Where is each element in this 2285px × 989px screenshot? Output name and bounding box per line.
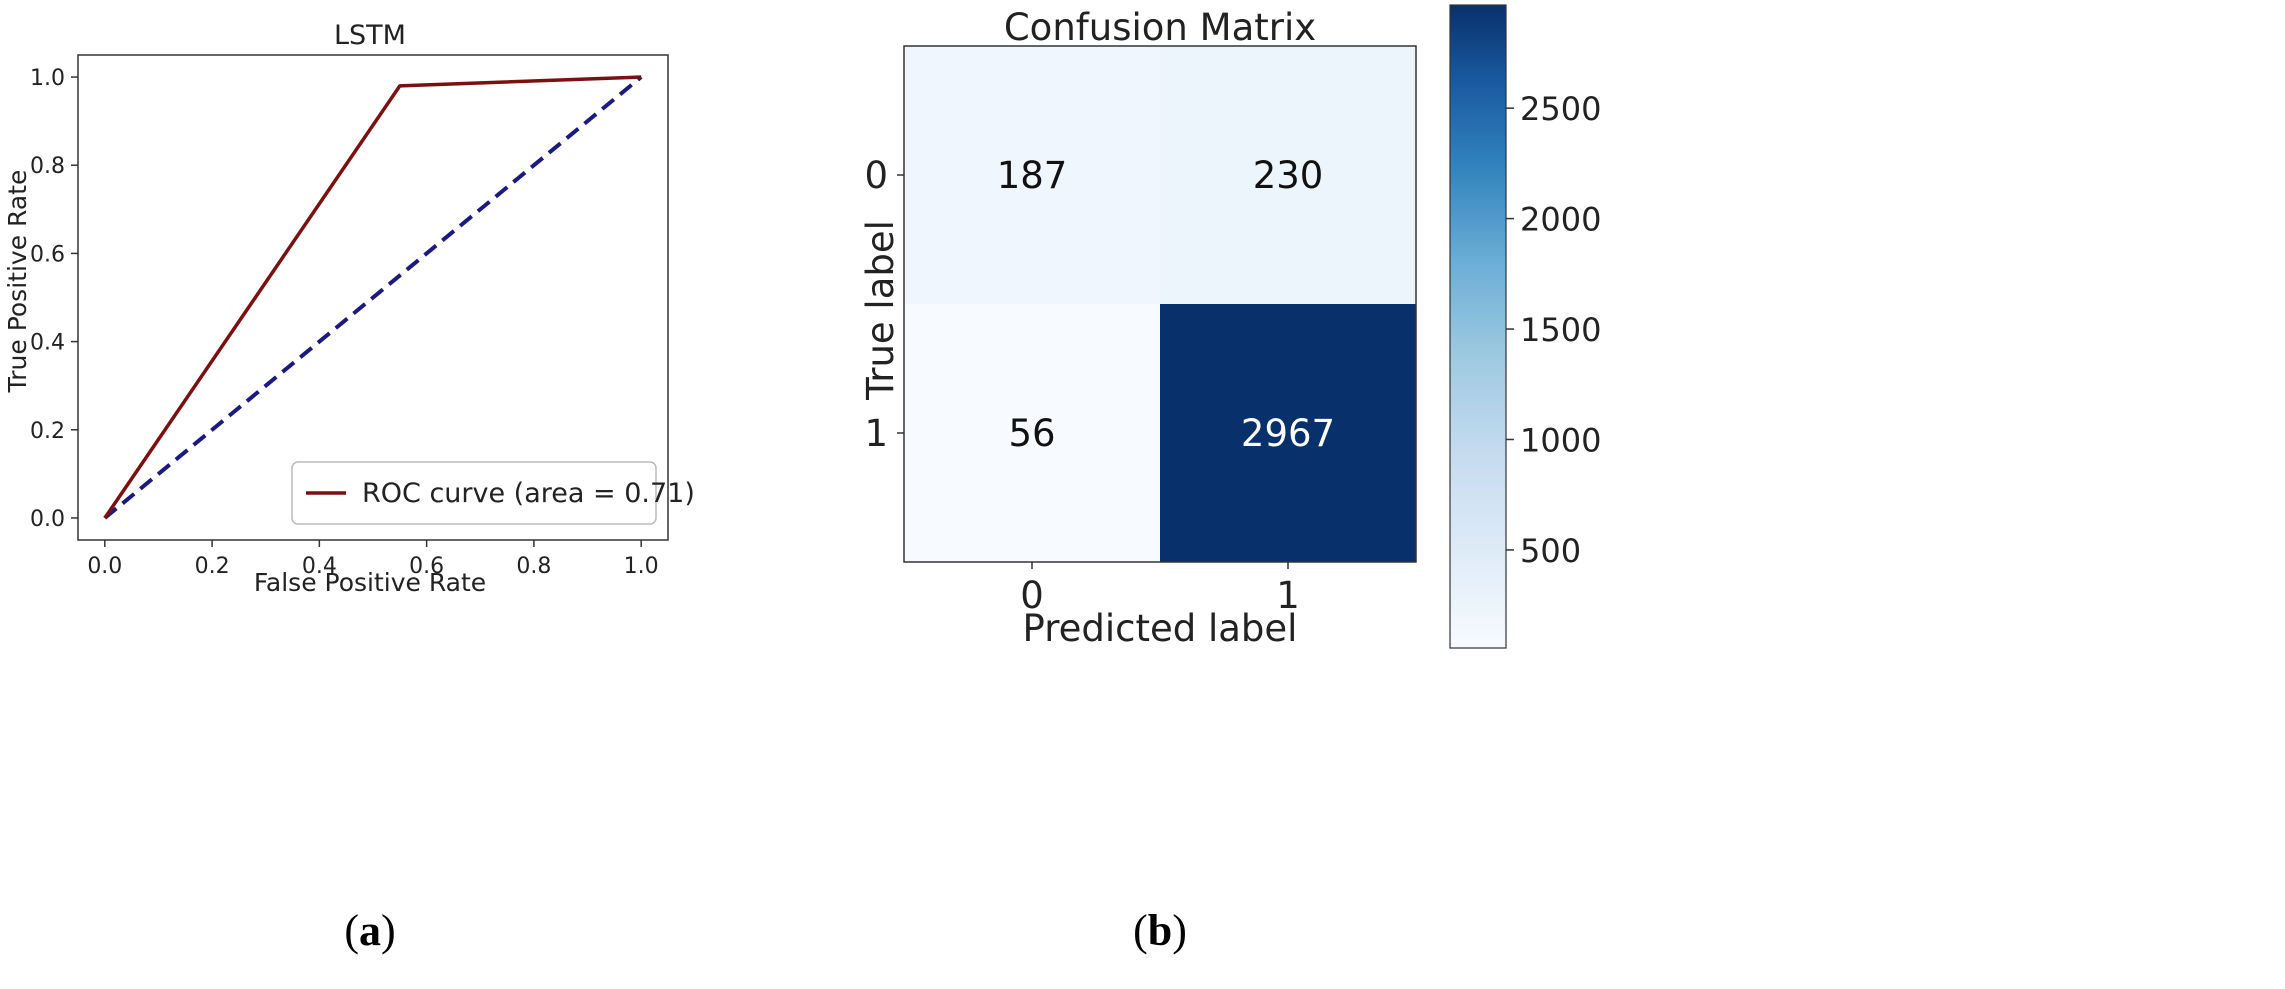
roc-x-tick-label: 0.6 — [409, 554, 444, 579]
roc-y-tick-label: 1.0 — [30, 66, 65, 91]
caption-a: (a) — [344, 906, 396, 955]
colorbar-tick-label: 2500 — [1520, 90, 1601, 128]
roc-chart: LSTM 0.0 0.2 0.4 0.6 0.8 1.0 0.0 0.2 0.4 0.6 0.8 1.… — [3, 20, 695, 597]
roc-plot-area: 0.0 0.2 0.4 0.6 0.8 1.0 0.0 0.2 0.4 0.6 0.8 1.0 ROC … — [30, 54, 695, 579]
colorbar-tick-label: 2000 — [1520, 201, 1601, 239]
roc-legend-label: ROC curve (area = 0.71) — [362, 478, 695, 509]
caption-b: (b) — [1133, 906, 1187, 955]
confusion-matrix-chart: Confusion Matrix 187 230 56 2967 0 1 0 1 Predic… — [859, 4, 1601, 650]
confusion-matrix-y-axis-label: True label — [859, 220, 902, 401]
roc-y-tick-label: 0.4 — [30, 331, 65, 356]
chance-diagonal-line — [103, 75, 643, 520]
roc-y-tick-label: 0.6 — [30, 242, 65, 267]
colorbar-bar — [1449, 4, 1507, 649]
confusion-y-tick-label: 0 — [864, 154, 888, 197]
roc-x-tick-label: 1.0 — [624, 554, 659, 579]
colorbar-tick-label: 1000 — [1520, 421, 1601, 459]
roc-y-tick-label: 0.2 — [30, 419, 65, 444]
confusion-matrix-frame — [903, 45, 1417, 563]
confusion-x-tick-label: 0 — [1020, 574, 1044, 617]
confusion-cell — [1160, 46, 1416, 304]
roc-y-axis-label: True Positive Rate — [3, 170, 32, 394]
confusion-cell — [904, 304, 1160, 562]
confusion-y-tick-label: 1 — [864, 412, 888, 455]
roc-x-tick-label: 0.0 — [87, 554, 122, 579]
roc-x-axis-label: False Positive Rate — [254, 568, 486, 597]
roc-y-tick-label: 0.8 — [30, 154, 65, 179]
roc-x-tick-label: 0.2 — [195, 554, 230, 579]
roc-y-tick-label: 0.0 — [30, 507, 65, 532]
confusion-cell-value: 230 — [1253, 154, 1324, 197]
roc-curve-line — [103, 75, 642, 519]
roc-x-tick-label: 0.4 — [302, 554, 337, 579]
roc-legend-box — [291, 461, 657, 525]
confusion-matrix-title: Confusion Matrix — [1004, 6, 1316, 49]
confusion-cell — [1160, 304, 1416, 562]
confusion-matrix-plot-area: 187 230 56 2967 0 1 0 1 — [864, 45, 1417, 617]
colorbar-tick-label: 1500 — [1520, 311, 1601, 349]
colorbar-tick-label: 500 — [1520, 532, 1581, 570]
confusion-cell — [904, 46, 1160, 304]
colorbar: 500 1000 1500 2000 2500 — [1449, 4, 1601, 649]
confusion-matrix-x-axis-label: Predicted label — [1023, 607, 1298, 650]
confusion-x-tick-label: 1 — [1276, 574, 1300, 617]
confusion-cell-value: 2967 — [1241, 412, 1335, 455]
roc-title: LSTM — [334, 20, 406, 51]
caption-b-letter: b — [1147, 906, 1173, 955]
confusion-cell-value: 187 — [997, 154, 1068, 197]
confusion-cell-value: 56 — [1008, 412, 1055, 455]
roc-x-tick-label: 0.8 — [516, 554, 551, 579]
caption-a-letter: a — [359, 906, 381, 955]
